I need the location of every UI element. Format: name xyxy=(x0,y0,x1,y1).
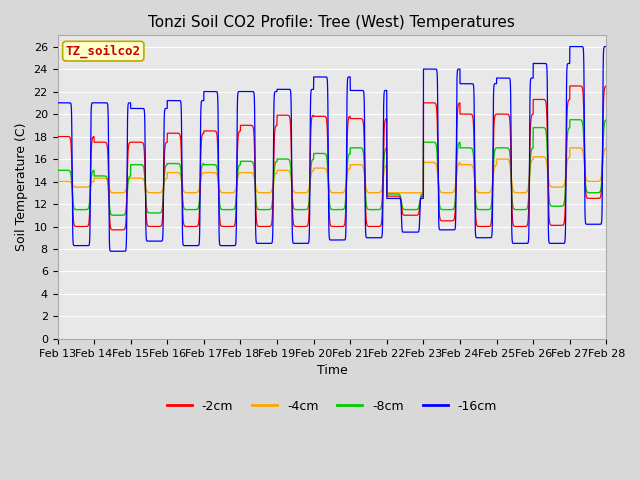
X-axis label: Time: Time xyxy=(317,364,348,377)
Title: Tonzi Soil CO2 Profile: Tree (West) Temperatures: Tonzi Soil CO2 Profile: Tree (West) Temp… xyxy=(148,15,515,30)
Y-axis label: Soil Temperature (C): Soil Temperature (C) xyxy=(15,123,28,252)
Legend: -2cm, -4cm, -8cm, -16cm: -2cm, -4cm, -8cm, -16cm xyxy=(162,395,502,418)
Text: TZ_soilco2: TZ_soilco2 xyxy=(66,45,141,58)
